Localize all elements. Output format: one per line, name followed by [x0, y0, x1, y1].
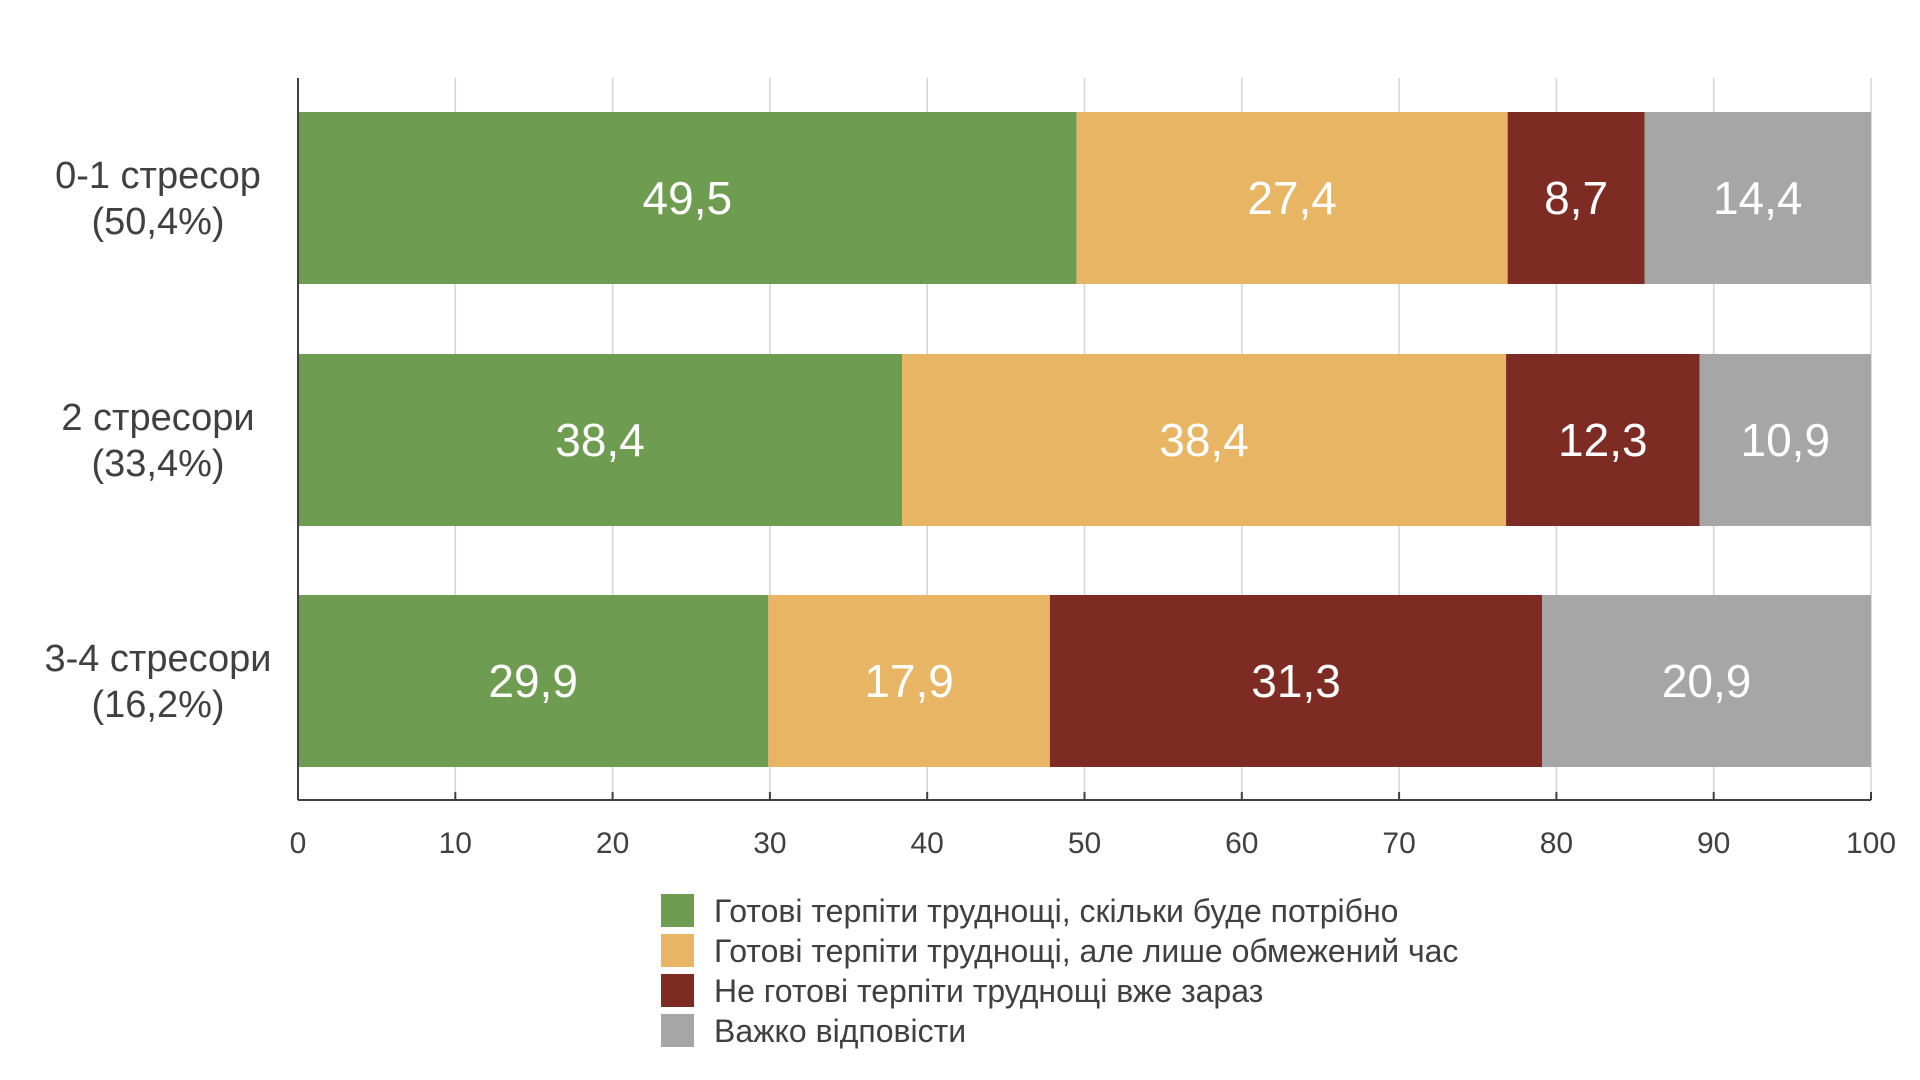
- bar-segment: [298, 112, 1077, 284]
- legend-swatch: [661, 934, 694, 967]
- bar-value-label: 17,9: [864, 655, 954, 707]
- bar-value-label: 49,5: [643, 172, 733, 224]
- x-tick-label: 50: [1068, 827, 1101, 860]
- bar-segment: [1644, 112, 1871, 284]
- bar-segment: [902, 354, 1507, 526]
- bar-segment: [768, 595, 1050, 767]
- x-tick-label: 80: [1540, 827, 1573, 860]
- category-label: 0-1 стресор (50,4%): [55, 155, 261, 243]
- x-tick-label: 30: [753, 827, 786, 860]
- legend-label: Не готові терпіти труднощі вже зараз: [714, 973, 1263, 1009]
- legend-swatch: [661, 974, 694, 1007]
- bar-value-label: 12,3: [1558, 414, 1648, 466]
- bar-value-label: 31,3: [1251, 655, 1341, 707]
- bar-segment: [1507, 112, 1645, 284]
- x-tick-label: 0: [290, 827, 307, 860]
- bar-segment: [1076, 112, 1508, 284]
- bar-segment: [298, 354, 903, 526]
- bar-value-label: 38,4: [555, 414, 645, 466]
- x-tick-label: 60: [1225, 827, 1258, 860]
- legend-label: Готові терпіти труднощі, скільки буде по…: [714, 893, 1398, 929]
- bar-value-label: 29,9: [488, 655, 578, 707]
- bar-segment: [1506, 354, 1700, 526]
- bar-value-label: 14,4: [1713, 172, 1803, 224]
- x-tick-labels: 0 10 20 30 40 50 60 70 80 90 100: [290, 827, 1896, 860]
- x-tick-label: 40: [911, 827, 944, 860]
- legend: Готові терпіти труднощі, скільки буде по…: [661, 893, 1458, 1049]
- x-tick-label: 70: [1382, 827, 1415, 860]
- x-tick-label: 90: [1697, 827, 1730, 860]
- bar-segment: [1542, 595, 1871, 767]
- legend-swatch: [661, 1014, 694, 1047]
- x-tick-label: 10: [439, 827, 472, 860]
- x-tick-label: 100: [1846, 827, 1896, 860]
- category-labels: 0-1 стресор (50,4%) 2 стресори (33,4%) 3-4 с…: [44, 155, 271, 726]
- legend-swatch: [661, 894, 694, 927]
- bar-value-label: 10,9: [1741, 414, 1831, 466]
- bar-value-label: 27,4: [1247, 172, 1337, 224]
- bar-value-label: 8,7: [1544, 172, 1608, 224]
- bar-value-label: 20,9: [1662, 655, 1752, 707]
- bar-segment: [298, 595, 769, 767]
- legend-label: Готові терпіти труднощі, але лише обмеже…: [714, 933, 1458, 969]
- bar-segment: [1699, 354, 1871, 526]
- category-label: 2 стресори (33,4%): [61, 397, 254, 485]
- category-label: 3-4 стресори (16,2%): [44, 638, 271, 726]
- bar-segment: [1049, 595, 1543, 767]
- x-tick-label: 20: [596, 827, 629, 860]
- bar-value-label: 38,4: [1159, 414, 1249, 466]
- bars: 49,5 27,4 8,7 14,4 38,4 38,4 12,3 10,9 29,9 17,9 3…: [298, 112, 1871, 767]
- legend-label: Важко відповісти: [714, 1013, 966, 1049]
- axes: [297, 78, 1872, 801]
